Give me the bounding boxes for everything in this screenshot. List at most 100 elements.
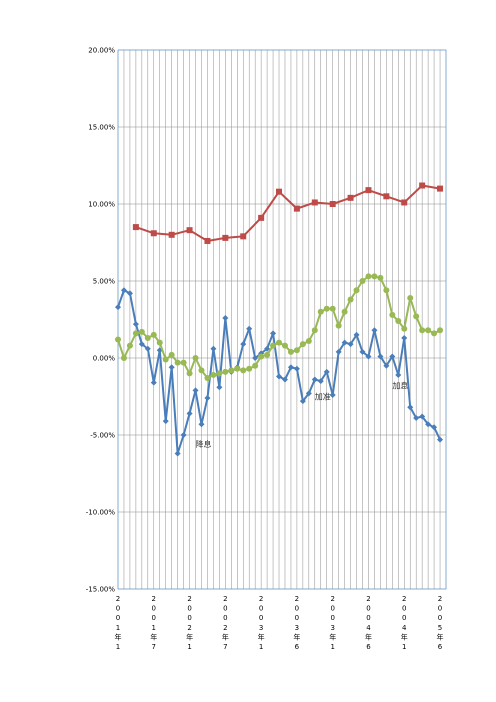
data-point (305, 390, 312, 397)
data-point (240, 341, 247, 348)
data-point (126, 342, 133, 349)
data-point (311, 199, 318, 206)
data-point (132, 321, 139, 328)
data-point (395, 371, 402, 378)
data-point (210, 371, 217, 378)
data-point (359, 348, 366, 355)
data-point (186, 370, 193, 377)
data-point (204, 375, 211, 382)
data-point (252, 355, 259, 361)
data-point (389, 353, 396, 360)
y-tick-label: 15.00% (88, 124, 115, 132)
data-point (234, 365, 241, 372)
data-point (335, 322, 342, 329)
data-point (419, 413, 426, 420)
data-point (144, 345, 151, 352)
data-point (150, 230, 157, 237)
data-point (270, 330, 277, 337)
x-axis-tick-labels: 2 0 0 1 年 1 2 0 0 1 年 7 2 0 0 2 年 1 2 0 0 2 年 7 2 0 0 3 年 1 2 0 0 3 年 6 2 0 0 3… (115, 595, 444, 651)
data-point (258, 214, 265, 221)
data-point (419, 327, 426, 334)
data-point (192, 387, 199, 394)
data-point (293, 365, 300, 372)
y-tick-label: -10.00% (86, 509, 116, 517)
data-point (347, 296, 354, 303)
data-point (431, 424, 438, 431)
series-line (135, 184, 441, 242)
data-point (270, 342, 277, 349)
data-point (425, 421, 432, 428)
data-point (413, 313, 420, 320)
data-point (317, 378, 324, 385)
data-point (258, 353, 265, 360)
data-point (150, 379, 157, 386)
data-point (353, 331, 360, 338)
data-point (407, 294, 414, 301)
data-point (431, 330, 438, 337)
annotation-label: 加息 (392, 381, 408, 391)
data-point (168, 351, 175, 358)
data-point (156, 339, 163, 346)
data-point (401, 199, 408, 206)
data-point (401, 334, 408, 341)
series-0 (115, 287, 444, 457)
data-point (132, 330, 139, 337)
y-tick-label: -5.00% (90, 432, 115, 440)
data-point (216, 384, 223, 391)
data-point (174, 450, 181, 457)
data-point (437, 436, 444, 443)
data-point (371, 273, 378, 280)
data-point (401, 325, 408, 332)
data-point (359, 278, 366, 284)
data-point (377, 353, 384, 360)
data-point (383, 287, 390, 294)
data-point (311, 327, 318, 334)
data-point (347, 341, 354, 348)
data-point (365, 187, 372, 194)
data-point (180, 359, 187, 366)
data-point (168, 231, 175, 238)
data-point (281, 342, 288, 349)
data-point (198, 367, 205, 374)
data-point (132, 224, 139, 231)
series-2 (115, 273, 444, 382)
data-point (210, 345, 217, 352)
data-point (240, 233, 247, 240)
data-point (192, 355, 199, 361)
data-point (389, 311, 396, 318)
data-point (383, 362, 390, 369)
data-point (138, 328, 145, 335)
data-point (299, 398, 306, 405)
data-point (276, 188, 283, 195)
data-point (365, 273, 372, 280)
data-point (299, 341, 306, 348)
data-point (329, 201, 336, 207)
data-point (198, 421, 205, 428)
y-tick-label: 0.00% (93, 355, 116, 363)
data-point (305, 338, 312, 345)
data-point (437, 185, 444, 192)
data-point (329, 305, 336, 312)
data-point (126, 290, 133, 297)
data-point (413, 415, 420, 422)
data-point (377, 274, 384, 281)
y-tick-label: 20.00% (88, 47, 115, 55)
data-point (264, 345, 271, 352)
data-point (180, 432, 187, 438)
data-point (323, 368, 330, 375)
data-point (395, 318, 402, 325)
data-point (323, 305, 330, 312)
data-point (168, 364, 175, 371)
data-point (287, 364, 294, 371)
data-point (311, 376, 318, 383)
annotation-label: 加准 (315, 392, 331, 402)
data-point (246, 365, 253, 372)
